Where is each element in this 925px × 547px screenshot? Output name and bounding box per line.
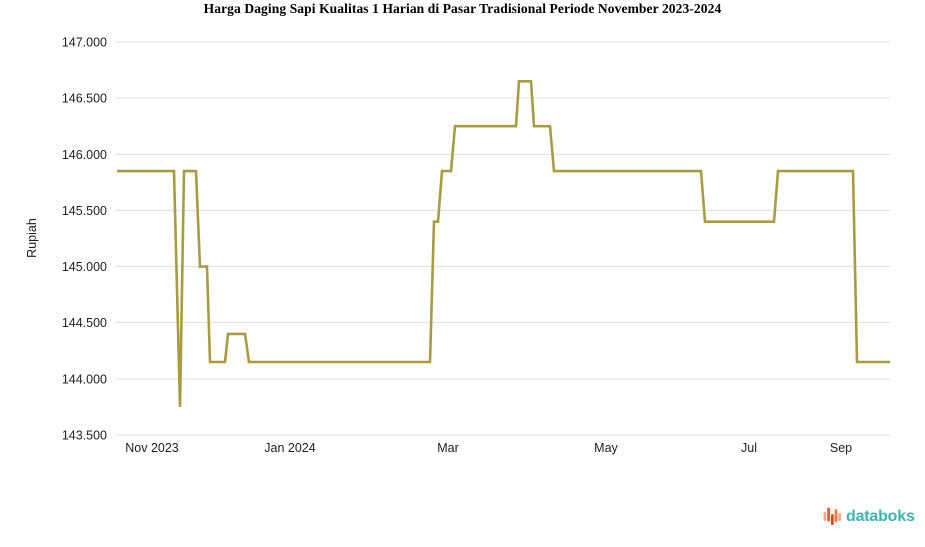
databoks-logo: databoks [823,504,915,530]
x-tick-label: Jul [741,441,757,455]
y-axis-title: Rupiah [25,218,39,258]
x-tick-label: Mar [437,441,459,455]
x-tick-label: Jan 2024 [264,441,315,455]
y-tick-label: 147.000 [62,36,107,50]
x-tick-label: Nov 2023 [125,441,179,455]
x-tick-label: May [594,441,618,455]
series-group [117,80,890,407]
gridlines [115,41,890,436]
x-axis-labels: Nov 2023 Jan 2024 Mar May Jul Sep [125,441,852,455]
y-tick-label: 143.500 [62,429,107,443]
y-tick-label: 145.000 [62,260,107,274]
series-line-daging-sapi [117,80,890,407]
y-tick-label: 145.500 [62,204,107,218]
y-axis-labels: 147.000 146.500 146.000 145.500 145.000 144.5… [62,36,107,443]
y-tick-label: 144.000 [62,372,107,386]
chart-title: Harga Daging Sapi Kualitas 1 Harian di P… [203,1,722,16]
x-tick-label: Sep [830,441,852,455]
databoks-logo-text: databoks [846,508,915,525]
y-tick-label: 144.500 [62,316,107,330]
databoks-bars-icon [823,507,842,525]
y-tick-label: 146.000 [62,148,107,162]
y-tick-label: 146.500 [62,92,107,106]
